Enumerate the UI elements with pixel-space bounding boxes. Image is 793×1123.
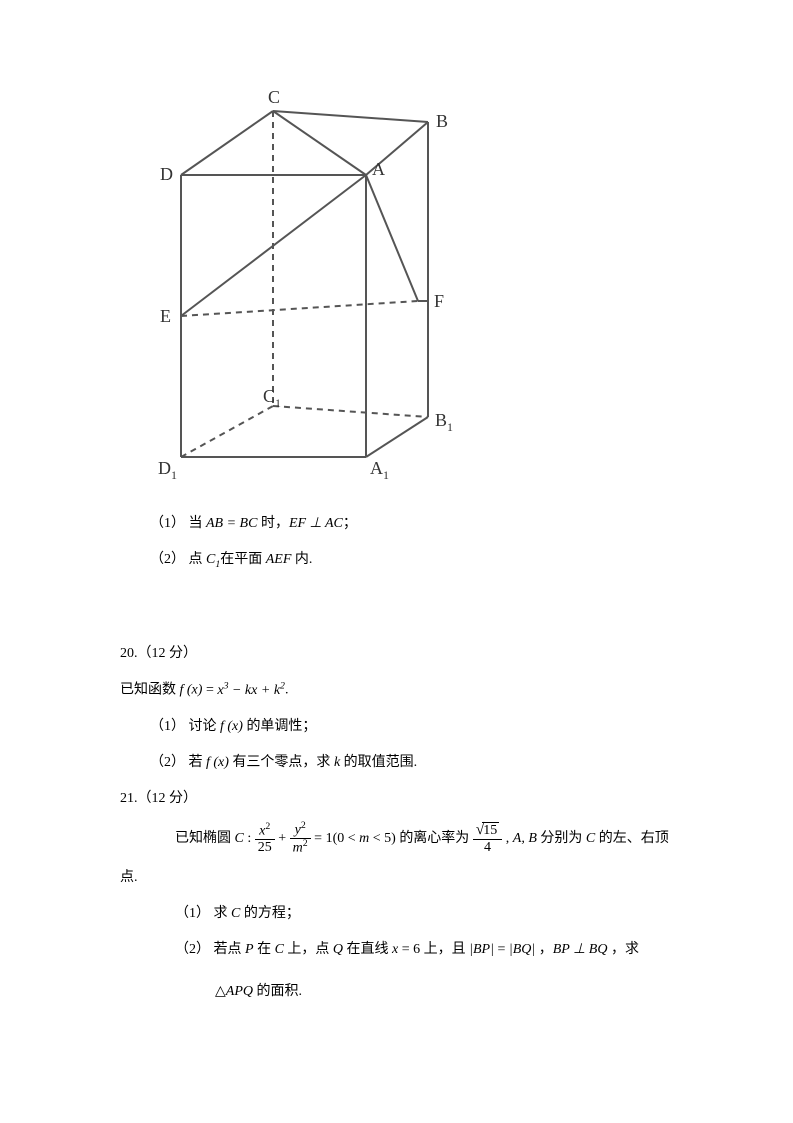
fx: f (x) [180,683,203,698]
frac2: y2m2 [290,821,311,856]
frac3: 154 [473,822,502,855]
C2: C [586,831,595,846]
q21-p1: （1） 求 C 的方程； [175,900,678,928]
eq: = [494,942,509,957]
bq: |BQ| [509,942,535,957]
label-E: E [160,306,171,326]
text: 求 [214,906,232,921]
q21-p2: （2） 若点 P 在 C 上，点 Q 在直线 x = 6 上，且 |BP| = … [175,936,678,964]
q-pre-item1: （1） 当 AB = BC 时，EF ⊥ AC； [150,510,678,538]
tri: △ [215,984,226,999]
text: . [285,683,289,698]
aef: AEF [266,552,292,567]
text: 在平面 [220,552,266,567]
text: 点 [189,552,207,567]
prism-diagram: C B D A E F C1 B1 D1 A1 [150,80,678,485]
num: （2） [150,552,185,567]
text: 已知椭圆 [175,831,235,846]
text: , [502,831,513,846]
Q: Q [333,942,343,957]
q21-intro: 已知椭圆 C : x225 + y2m2 = 1(0 < m < 5) 的离心率… [175,821,678,856]
num: （2） [150,755,185,770]
spacer [120,582,678,632]
eq: AB = BC [206,516,257,531]
rhs: x3 − kx + k2 [217,683,285,698]
q20-header: 20.（12 分） [120,640,678,668]
label-D: D [160,164,173,184]
q21-header: 21.（12 分） [120,785,678,813]
AB: A, B [513,831,537,846]
edge-CB [273,111,428,122]
text: 当 [189,516,207,531]
q20-p2: （2） 若 f (x) 有三个零点，求 k 的取值范围. [150,749,678,777]
edge-D1C1 [181,406,273,457]
eq6: = 6 上，且 [398,942,469,957]
text: 有三个零点，求 [229,755,334,770]
text: 已知函数 [120,683,180,698]
label-B1: B1 [435,410,453,434]
text: 的单调性； [243,719,317,734]
text: 时， [257,516,289,531]
colon: : [244,831,255,846]
text: 在 [254,942,275,957]
text: ，求 [607,942,639,957]
edge-A1B1 [366,417,428,457]
q21-dian: 点. [120,864,678,892]
label-C: C [268,87,280,107]
text: 的方程； [240,906,300,921]
c1: C1 [206,552,220,567]
q20-p1: （1） 讨论 f (x) 的单调性； [150,713,678,741]
label-A: A [372,159,385,179]
text: 内. [291,552,312,567]
label-D1: D1 [158,458,177,480]
bp: |BP| [469,942,494,957]
text: 的离心率为 [396,831,473,846]
text: 的取值范围. [340,755,417,770]
range: = 1(0 < m < 5) [311,831,396,846]
text: ； [343,516,357,531]
text: 的面积. [253,984,302,999]
text: 的左、右顶 [595,831,669,846]
q-pre-item2: （2） 点 C1在平面 AEF 内. [150,546,678,574]
page: C B D A E F C1 B1 D1 A1 （1） 当 AB = BC 时，… [0,0,793,1054]
label-A1: A1 [370,458,389,480]
C: C [235,831,244,846]
label-B: B [436,111,448,131]
num: （1） [175,906,210,921]
fx: f (x) [206,755,229,770]
text: 在直线 [343,942,392,957]
fx: f (x) [220,719,243,734]
q21-p3: △APQ 的面积. [215,978,678,1006]
eq2: EF ⊥ AC [289,516,343,531]
text: 若点 [214,942,246,957]
eq: = [202,683,217,698]
edge-EF [181,301,418,316]
edge-AE [181,175,366,316]
frac1: x225 [255,822,275,855]
edge-C1B1 [273,406,428,417]
text: ， [535,942,553,957]
C: C [275,942,284,957]
edge-CA [273,111,366,175]
edge-AF [366,175,418,301]
APQ: APQ [226,984,253,999]
num: （1） [150,719,185,734]
q20-intro: 已知函数 f (x) = x3 − kx + k2. [120,676,678,705]
text: 分别为 [537,831,586,846]
num: （2） [175,942,210,957]
plus: + [275,831,290,846]
text: 若 [189,755,207,770]
diagram-svg: C B D A E F C1 B1 D1 A1 [150,80,460,480]
text: 上，点 [284,942,333,957]
C: C [231,906,240,921]
label-F: F [434,291,444,311]
num: （1） [150,516,185,531]
P: P [245,942,254,957]
text: 讨论 [189,719,221,734]
bpbq: BP ⊥ BQ [553,942,608,957]
